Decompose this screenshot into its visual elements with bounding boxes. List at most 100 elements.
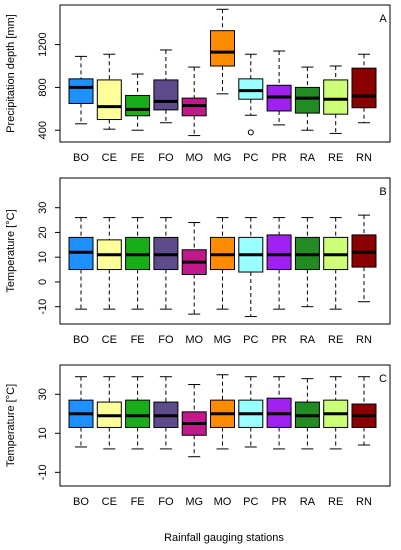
x-tick-label: PR bbox=[271, 152, 286, 164]
panel-letter: A bbox=[379, 13, 387, 25]
x-axis-title: Rainfall gauging stations bbox=[164, 532, 284, 544]
box-rn: RN bbox=[351, 53, 377, 164]
box-bo: BO bbox=[68, 217, 94, 346]
box-mo: MO bbox=[210, 374, 235, 508]
iqr-box bbox=[238, 78, 264, 100]
box-pc: PC bbox=[238, 376, 264, 508]
y-tick-label: 30 bbox=[37, 388, 49, 400]
box-pr: PR bbox=[266, 376, 292, 508]
iqr-box bbox=[68, 78, 94, 104]
x-tick-label: BO bbox=[73, 496, 89, 508]
x-tick-label: CE bbox=[102, 334, 117, 346]
y-axis-title: Precipitation depth [mm] bbox=[5, 14, 17, 133]
box-pr: PR bbox=[266, 50, 292, 164]
box-pr: PR bbox=[266, 217, 292, 346]
box-re: RE bbox=[323, 65, 349, 164]
box-fe: FE bbox=[125, 73, 151, 164]
iqr-box bbox=[323, 79, 349, 115]
box-ra: RA bbox=[294, 217, 320, 346]
iqr-box bbox=[125, 94, 151, 117]
y-axis-title: Temperature [°C] bbox=[5, 384, 17, 467]
x-tick-label: MO bbox=[185, 334, 203, 346]
box-mo: MO bbox=[181, 222, 207, 346]
y-tick-label: 20 bbox=[37, 226, 49, 238]
x-tick-label: MG bbox=[214, 334, 232, 346]
box-fe: FE bbox=[125, 217, 151, 346]
box-re: RE bbox=[323, 217, 349, 346]
box-pc: PC bbox=[238, 217, 264, 346]
iqr-box bbox=[266, 234, 292, 271]
plot-frame bbox=[59, 4, 391, 143]
y-tick-label: 800 bbox=[37, 78, 49, 96]
box-ce: CE bbox=[96, 217, 122, 346]
x-tick-label: CE bbox=[102, 152, 117, 164]
x-tick-label: FO bbox=[158, 334, 174, 346]
x-tick-label: PR bbox=[271, 496, 286, 508]
x-tick-label: RN bbox=[356, 496, 372, 508]
x-tick-label: RE bbox=[328, 152, 343, 164]
box-bo: BO bbox=[68, 55, 94, 164]
iqr-box bbox=[210, 30, 235, 67]
box-mo: MO bbox=[181, 66, 207, 164]
box-fo: FO bbox=[153, 49, 179, 164]
box-bo: BO bbox=[68, 376, 94, 508]
x-tick-label: MO bbox=[185, 152, 203, 164]
y-tick-label: -10 bbox=[37, 464, 49, 480]
x-tick-label: PR bbox=[271, 334, 286, 346]
y-axis-title: Temperature [°C] bbox=[5, 209, 17, 292]
box-fo: FO bbox=[153, 217, 179, 346]
box-rn: RN bbox=[351, 376, 377, 508]
panel-B: -10 0 10 20 30 Temperature [°C] B BO CE FE FO MO MG P… bbox=[5, 177, 391, 346]
iqr-box bbox=[153, 79, 179, 111]
y-tick-label: 0 bbox=[37, 279, 49, 285]
box-pc: PC bbox=[238, 53, 264, 164]
x-tick-label: MG bbox=[214, 152, 232, 164]
x-tick-label: FO bbox=[158, 496, 174, 508]
panel-C: -10 10 30 Temperature [°C] C BO CE FE FO MG MO PC PR… bbox=[5, 364, 391, 508]
box-ce: CE bbox=[96, 53, 122, 164]
iqr-box bbox=[351, 67, 377, 109]
panel-letter: B bbox=[379, 186, 386, 198]
box-fo: FO bbox=[153, 376, 179, 508]
panel-letter: C bbox=[379, 373, 387, 385]
box-mg: MG bbox=[210, 8, 235, 164]
box-ce: CE bbox=[96, 376, 122, 508]
x-tick-label: FE bbox=[131, 496, 145, 508]
x-tick-label: FO bbox=[158, 152, 174, 164]
y-tick-label: 10 bbox=[37, 251, 49, 263]
box-ra: RA bbox=[294, 66, 320, 164]
x-tick-label: MG bbox=[185, 496, 203, 508]
x-tick-label: BO bbox=[73, 334, 89, 346]
iqr-box bbox=[125, 399, 151, 428]
plot-frame bbox=[59, 364, 391, 487]
x-tick-label: PC bbox=[243, 152, 258, 164]
iqr-box bbox=[294, 86, 320, 114]
box-ra: RA bbox=[294, 378, 320, 508]
y-tick-label: 10 bbox=[37, 427, 49, 439]
box-re: RE bbox=[323, 376, 349, 508]
y-tick-label: 1200 bbox=[37, 32, 49, 56]
x-tick-label: RA bbox=[300, 496, 316, 508]
box-rn: RN bbox=[351, 214, 377, 346]
y-tick-label: 400 bbox=[37, 121, 49, 139]
x-tick-label: RE bbox=[328, 334, 343, 346]
box-mg: MG bbox=[210, 217, 235, 346]
x-tick-label: RA bbox=[300, 334, 316, 346]
box-fe: FE bbox=[125, 376, 151, 508]
outlier-point bbox=[247, 129, 254, 136]
x-tick-label: PC bbox=[243, 496, 258, 508]
box-mg: MG bbox=[181, 384, 207, 508]
panel-A: 400 800 1200 Precipitation depth [mm] A BO CE F… bbox=[5, 4, 391, 164]
plot-frame bbox=[59, 177, 391, 325]
x-tick-label: RN bbox=[356, 334, 372, 346]
y-tick-label: 30 bbox=[37, 202, 49, 214]
x-tick-label: CE bbox=[102, 496, 117, 508]
x-tick-label: RA bbox=[300, 152, 316, 164]
x-tick-label: RE bbox=[328, 496, 343, 508]
y-tick-label: -10 bbox=[37, 299, 49, 315]
x-tick-label: MO bbox=[214, 496, 232, 508]
x-tick-label: FE bbox=[131, 334, 145, 346]
x-tick-label: PC bbox=[243, 334, 258, 346]
x-tick-label: BO bbox=[73, 152, 89, 164]
